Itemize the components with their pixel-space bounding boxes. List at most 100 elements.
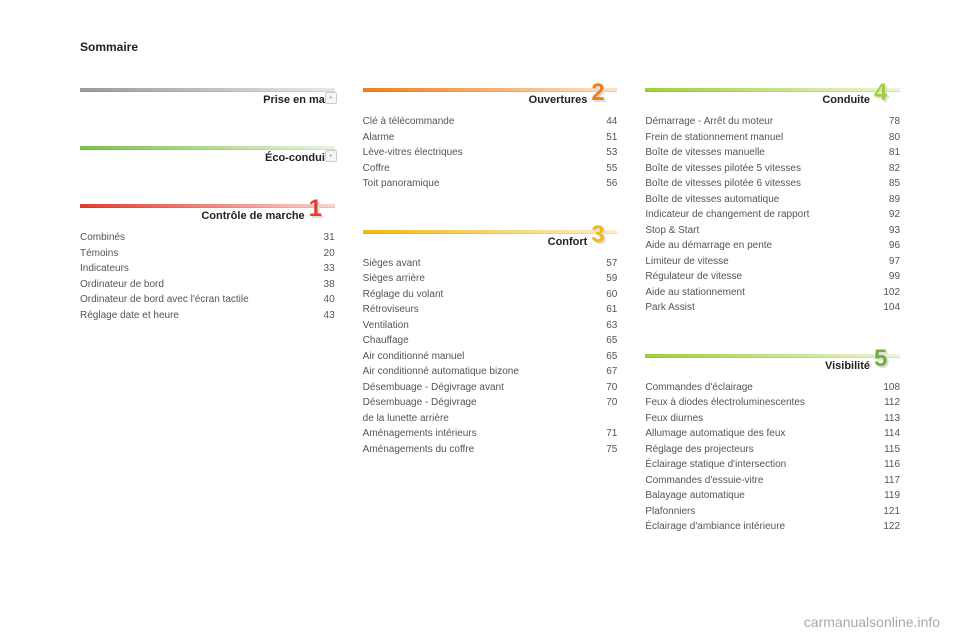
toc-item-label: Boîte de vitesses pilotée 6 vitesses xyxy=(645,176,870,192)
toc-item-page: 70 xyxy=(587,380,617,396)
toc-item-label: Aide au démarrage en pente xyxy=(645,238,870,254)
toc-item[interactable]: Feux diurnes113 xyxy=(645,411,900,427)
toc-item[interactable]: Sièges avant57 xyxy=(363,256,618,272)
toc-section: Conduite44Démarrage - Arrêt du moteur78F… xyxy=(645,84,900,316)
toc-item-label: Régulateur de vitesse xyxy=(645,269,870,285)
toc-item[interactable]: Aide au démarrage en pente96 xyxy=(645,238,900,254)
toc-item-page: 61 xyxy=(587,302,617,318)
section-title: Prise en main xyxy=(257,94,335,106)
section-number: 11 xyxy=(309,194,339,224)
toc-item-label: Toit panoramique xyxy=(363,176,588,192)
toc-item-label: Boîte de vitesses automatique xyxy=(645,192,870,208)
toc-item[interactable]: Aménagements du coffre75 xyxy=(363,442,618,458)
toc-item-page: 108 xyxy=(870,380,900,396)
section-bar xyxy=(363,88,618,92)
toc-item[interactable]: Balayage automatique119 xyxy=(645,488,900,504)
toc-item[interactable]: Alarme51 xyxy=(363,130,618,146)
toc-item[interactable]: Sièges arrière59 xyxy=(363,271,618,287)
toc-section: Visibilité55Commandes d'éclairage108Feux… xyxy=(645,350,900,535)
watermark: carmanualsonline.info xyxy=(804,614,940,630)
section-items: Démarrage - Arrêt du moteur78Frein de st… xyxy=(645,114,900,316)
toc-item-label: Combinés xyxy=(80,230,305,246)
toc-item-label: Chauffage xyxy=(363,333,588,349)
toc-item[interactable]: Ordinateur de bord avec l'écran tactile4… xyxy=(80,292,335,308)
toc-item[interactable]: Indicateur de changement de rapport92 xyxy=(645,207,900,223)
toc-item-label: Éclairage d'ambiance intérieure xyxy=(645,519,870,535)
toc-item[interactable]: Réglage du volant60 xyxy=(363,287,618,303)
toc-item-label: Clé à télécommande xyxy=(363,114,588,130)
toc-item[interactable]: Boîte de vitesses manuelle81 xyxy=(645,145,900,161)
toc-item[interactable]: Allumage automatique des feux114 xyxy=(645,426,900,442)
toc-item-page: 38 xyxy=(305,277,335,293)
toc-item[interactable]: Réglage date et heure43 xyxy=(80,308,335,324)
toc-section: Prise en main• xyxy=(80,84,335,108)
toc-item-page: 80 xyxy=(870,130,900,146)
toc-item[interactable]: Frein de stationnement manuel80 xyxy=(645,130,900,146)
toc-item-label: Sièges arrière xyxy=(363,271,588,287)
toc-item-page: 55 xyxy=(587,161,617,177)
toc-item[interactable]: Éclairage d'ambiance intérieure122 xyxy=(645,519,900,535)
toc-item[interactable]: Lève-vitres électriques53 xyxy=(363,145,618,161)
toc-item[interactable]: Démarrage - Arrêt du moteur78 xyxy=(645,114,900,130)
toc-item-label: Témoins xyxy=(80,246,305,262)
toc-item[interactable]: Témoins20 xyxy=(80,246,335,262)
toc-item-page: 113 xyxy=(870,411,900,427)
toc-item-label: Balayage automatique xyxy=(645,488,870,504)
toc-item-label: Plafonniers xyxy=(645,504,870,520)
toc-item-page: 63 xyxy=(587,318,617,334)
section-number: 33 xyxy=(591,220,621,250)
toc-item[interactable]: Coffre55 xyxy=(363,161,618,177)
toc-item-page: 81 xyxy=(870,145,900,161)
section-title: Visibilité xyxy=(819,360,870,372)
toc-item-page: 121 xyxy=(870,504,900,520)
toc-item[interactable]: Régulateur de vitesse99 xyxy=(645,269,900,285)
toc-item[interactable]: Park Assist104 xyxy=(645,300,900,316)
section-number: 22 xyxy=(591,78,621,108)
toc-item[interactable]: Indicateurs33 xyxy=(80,261,335,277)
toc-item[interactable]: Chauffage65 xyxy=(363,333,618,349)
toc-item[interactable]: Commandes d'essuie-vitre117 xyxy=(645,473,900,489)
toc-item[interactable]: Commandes d'éclairage108 xyxy=(645,380,900,396)
toc-item[interactable]: Toit panoramique56 xyxy=(363,176,618,192)
section-pill-icon: • xyxy=(325,92,337,104)
toc-item-label: Indicateurs xyxy=(80,261,305,277)
section-bar xyxy=(645,354,900,358)
toc-item[interactable]: Boîte de vitesses automatique89 xyxy=(645,192,900,208)
toc-item[interactable]: Rétroviseurs61 xyxy=(363,302,618,318)
toc-item-page: 44 xyxy=(587,114,617,130)
toc-item-page: 53 xyxy=(587,145,617,161)
toc-item[interactable]: Aide au stationnement102 xyxy=(645,285,900,301)
toc-item[interactable]: Éclairage statique d'intersection116 xyxy=(645,457,900,473)
section-header: Contrôle de marche11 xyxy=(80,200,335,224)
toc-item[interactable]: Air conditionné manuel65 xyxy=(363,349,618,365)
toc-item[interactable]: Ordinateur de bord38 xyxy=(80,277,335,293)
toc-item-label: Lève-vitres électriques xyxy=(363,145,588,161)
toc-item-page: 119 xyxy=(870,488,900,504)
toc-item[interactable]: Air conditionné automatique bizone67 xyxy=(363,364,618,380)
toc-item-page: 20 xyxy=(305,246,335,262)
toc-item[interactable]: Combinés31 xyxy=(80,230,335,246)
toc-item[interactable]: Clé à télécommande44 xyxy=(363,114,618,130)
section-items: Combinés31Témoins20Indicateurs33Ordinate… xyxy=(80,230,335,323)
toc-item[interactable]: Désembuage - Dégivrage de la lunette arr… xyxy=(363,395,618,426)
toc-item[interactable]: Limiteur de vitesse97 xyxy=(645,254,900,270)
toc-item[interactable]: Boîte de vitesses pilotée 6 vitesses85 xyxy=(645,176,900,192)
toc-item-label: Air conditionné manuel xyxy=(363,349,588,365)
toc-item-label: Démarrage - Arrêt du moteur xyxy=(645,114,870,130)
toc-item-label: Réglage des projecteurs xyxy=(645,442,870,458)
toc-item[interactable]: Boîte de vitesses pilotée 5 vitesses82 xyxy=(645,161,900,177)
toc-item-page: 102 xyxy=(870,285,900,301)
toc-item-page: 40 xyxy=(305,292,335,308)
toc-item[interactable]: Aménagements intérieurs71 xyxy=(363,426,618,442)
toc-item[interactable]: Ventilation63 xyxy=(363,318,618,334)
toc-section: Confort33Sièges avant57Sièges arrière59R… xyxy=(363,226,618,458)
section-title: Conduite xyxy=(816,94,870,106)
toc-item[interactable]: Feux à diodes électroluminescentes112 xyxy=(645,395,900,411)
toc-item[interactable]: Désembuage - Dégivrage avant70 xyxy=(363,380,618,396)
toc-item[interactable]: Réglage des projecteurs115 xyxy=(645,442,900,458)
page-title: Sommaire xyxy=(80,40,900,54)
toc-item[interactable]: Stop & Start93 xyxy=(645,223,900,239)
toc-item-page: 99 xyxy=(870,269,900,285)
toc-item-label: Feux à diodes électroluminescentes xyxy=(645,395,870,411)
toc-item[interactable]: Plafonniers121 xyxy=(645,504,900,520)
